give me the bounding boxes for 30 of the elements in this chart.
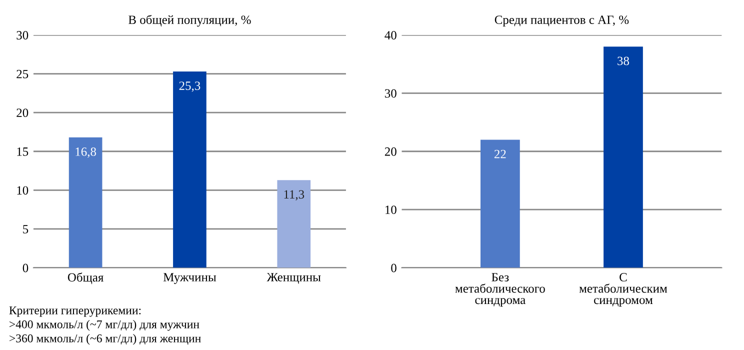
text: >360 мкмоль/л (~6 мг/дл) для женщин [10,334,201,345]
y-tick-label: 0 [391,264,396,272]
y-tick-label: 30 [384,89,396,98]
bar [173,71,206,268]
data-label: 16,8 [76,147,96,158]
x-tick-label: Мужчины [163,273,216,284]
x-tick-label: Без метаболического синдрома [455,273,545,307]
y-tick-label: 40 [384,31,396,40]
y-tick-label: 10 [17,186,28,195]
bar [277,180,311,268]
y-tick-label: 15 [17,147,28,156]
data-label: 22 [494,150,506,158]
text: Критерии гиперурикемии: [9,306,141,317]
x-tick-label: Женщины [266,273,321,284]
y-tick-label: 20 [384,147,396,156]
y-tick-label: 10 [386,206,396,214]
y-tick-label: 25 [16,70,28,78]
chart-title: Среди пациентов с АГ, % [494,16,629,27]
data-label: 38 [618,56,630,66]
y-tick-label: 5 [23,225,28,234]
y-tick-label: 20 [16,108,28,118]
x-tick-label: Общая [68,272,104,284]
text: >400 мкмоль/л (~7 мг/дл) для мужчин [10,320,200,331]
data-label: 11,3 [284,190,304,200]
y-tick-label: 0 [22,264,28,272]
bar [68,137,102,268]
chart-title: В общей популяции, % [128,14,251,27]
y-tick-label: 30 [16,31,28,40]
data-label: 25,3 [179,82,200,92]
x-tick-label: С метаболическим синдромом [579,273,668,307]
